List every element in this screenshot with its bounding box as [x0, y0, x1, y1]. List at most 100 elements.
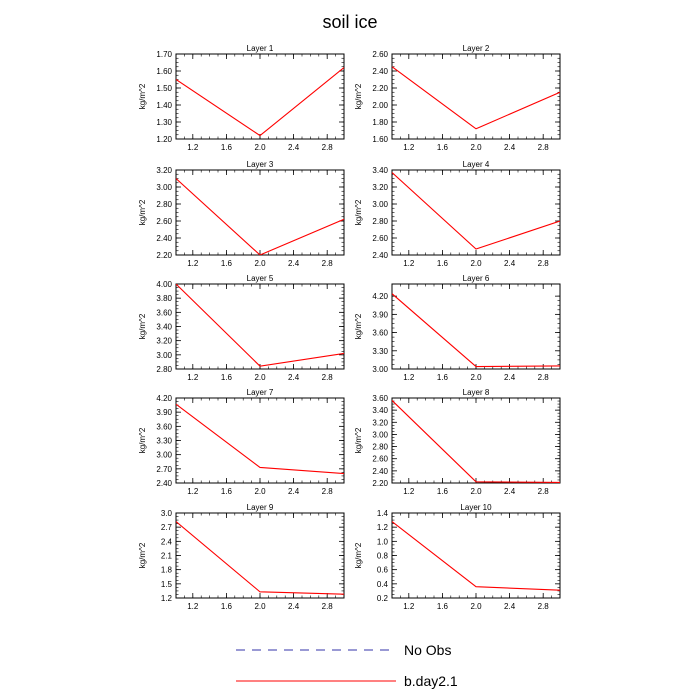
plot-frame — [175, 512, 345, 599]
series-line-b-day2-1 — [392, 66, 560, 130]
series-line-b-day2-1 — [176, 178, 344, 255]
y-tick-label: 3.00 — [372, 365, 388, 374]
plot-frame — [175, 397, 345, 484]
y-tick-label: 1.0 — [377, 537, 389, 546]
panel-title: Layer 1 — [247, 44, 274, 53]
x-tick-label: 1.6 — [437, 143, 449, 152]
x-tick-label: 2.8 — [538, 143, 550, 152]
y-tick-label: 3.20 — [156, 337, 172, 346]
panel-layer-2: Layer 2 kg/m^2 1.60 1.80 2.00 2.20 2.40 2.60 1.2… — [354, 44, 561, 152]
y-axis-label: kg/m^2 — [138, 427, 147, 453]
y-tick-label: 1.50 — [156, 84, 172, 93]
y-tick-label: 0.2 — [377, 594, 389, 603]
x-tick-label: 1.6 — [221, 259, 233, 268]
y-tick-label: 3.40 — [372, 166, 388, 175]
series-line-b-day2-1 — [176, 403, 344, 475]
series-line-b-day2-1 — [392, 172, 560, 250]
y-tick-label: 3.20 — [372, 418, 388, 427]
panel-layer-7: Layer 7 kg/m^2 2.40 2.70 3.00 3.30 3.60 3.90 4.2… — [138, 388, 345, 496]
plot-frame — [175, 283, 345, 370]
y-tick-label: 1.20 — [156, 135, 172, 144]
x-tick-label: 2.4 — [504, 487, 516, 496]
x-tick-label: 1.2 — [187, 259, 199, 268]
y-tick-label: 3.20 — [156, 166, 172, 175]
panel-layer-5: Layer 5 kg/m^2 2.80 3.00 3.20 3.40 3.60 3.80 4.0… — [138, 274, 345, 382]
y-tick-label: 3.90 — [372, 310, 388, 319]
y-tick-label: 2.60 — [372, 50, 388, 59]
x-tick-label: 2.0 — [254, 487, 266, 496]
x-tick-label: 1.6 — [437, 602, 449, 611]
y-tick-label: 2.20 — [372, 479, 388, 488]
y-tick-label: 3.00 — [156, 451, 172, 460]
y-tick-label: 2.40 — [156, 234, 172, 243]
y-tick-label: 1.2 — [377, 523, 389, 532]
x-tick-label: 2.0 — [470, 143, 482, 152]
y-tick-label: 2.80 — [156, 365, 172, 374]
chart-title: soil ice — [322, 12, 377, 32]
y-tick-label: 3.00 — [372, 200, 388, 209]
x-tick-label: 2.8 — [322, 487, 334, 496]
panel-layer-1: Layer 1 kg/m^2 1.20 1.30 1.40 1.50 1.60 1.70 1.2… — [138, 44, 345, 152]
panel-title: Layer 8 — [463, 388, 490, 397]
x-tick-label: 2.4 — [504, 602, 516, 611]
y-tick-label: 2.80 — [156, 200, 172, 209]
panel-title: Layer 10 — [460, 503, 492, 512]
panel-title: Layer 7 — [247, 388, 274, 397]
y-tick-label: 2.40 — [372, 67, 388, 76]
y-tick-label: 2.20 — [372, 84, 388, 93]
y-tick-label: 4.00 — [156, 280, 172, 289]
x-tick-label: 1.2 — [403, 487, 415, 496]
y-axis-label: kg/m^2 — [138, 313, 147, 339]
x-tick-label: 1.2 — [187, 373, 199, 382]
y-tick-label: 2.7 — [161, 523, 173, 532]
x-tick-label: 1.6 — [221, 373, 233, 382]
x-tick-label: 1.2 — [187, 487, 199, 496]
x-tick-label: 2.0 — [254, 143, 266, 152]
x-tick-label: 1.2 — [187, 143, 199, 152]
series-line-b-day2-1 — [392, 521, 560, 591]
y-tick-label: 2.40 — [156, 479, 172, 488]
panel-layer-9: Layer 9 kg/m^2 1.2 1.5 1.8 2.1 2.4 2.7 3.0 1.2 1.6… — [138, 503, 345, 611]
plot-frame — [391, 283, 561, 370]
y-tick-label: 1.40 — [156, 101, 172, 110]
y-tick-label: 1.5 — [161, 580, 173, 589]
y-tick-label: 3.60 — [156, 308, 172, 317]
y-tick-label: 3.90 — [156, 408, 172, 417]
y-axis-label: kg/m^2 — [138, 199, 147, 225]
y-tick-label: 1.2 — [161, 594, 173, 603]
y-tick-label: 2.00 — [372, 101, 388, 110]
y-axis-label: kg/m^2 — [354, 542, 363, 568]
x-tick-label: 2.0 — [470, 487, 482, 496]
series-line-b-day2-1 — [392, 400, 560, 483]
x-tick-label: 2.8 — [322, 602, 334, 611]
y-tick-label: 1.80 — [372, 118, 388, 127]
x-tick-label: 1.6 — [221, 487, 233, 496]
y-tick-label: 4.20 — [156, 394, 172, 403]
y-tick-label: 3.60 — [156, 422, 172, 431]
x-tick-label: 2.8 — [538, 602, 550, 611]
panel-layer-3: Layer 3 kg/m^2 2.20 2.40 2.60 2.80 3.00 3.20 1.2… — [138, 160, 345, 268]
y-tick-label: 3.20 — [372, 183, 388, 192]
x-tick-label: 2.4 — [288, 602, 300, 611]
x-tick-label: 1.2 — [403, 373, 415, 382]
plot-frame — [391, 512, 561, 599]
y-tick-label: 2.60 — [372, 234, 388, 243]
x-tick-label: 2.0 — [254, 373, 266, 382]
y-tick-label: 1.30 — [156, 118, 172, 127]
x-tick-label: 2.8 — [538, 259, 550, 268]
y-tick-label: 1.70 — [156, 50, 172, 59]
x-tick-label: 2.4 — [504, 143, 516, 152]
y-axis-label: kg/m^2 — [354, 83, 363, 109]
x-tick-label: 2.8 — [538, 373, 550, 382]
plot-frame — [391, 53, 561, 140]
x-tick-label: 1.6 — [437, 373, 449, 382]
y-tick-label: 2.40 — [372, 251, 388, 260]
x-tick-label: 2.0 — [470, 602, 482, 611]
y-tick-label: 3.40 — [372, 406, 388, 415]
y-tick-label: 3.00 — [156, 183, 172, 192]
plot-frame — [391, 169, 561, 256]
series-line-b-day2-1 — [392, 293, 560, 368]
x-tick-label: 2.4 — [288, 373, 300, 382]
y-tick-label: 3.40 — [156, 323, 172, 332]
